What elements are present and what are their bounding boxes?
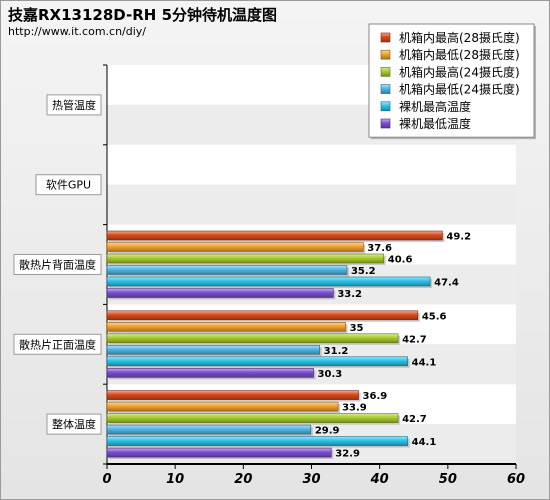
bar-value-label: 29.9 [315, 426, 340, 437]
legend-swatch [380, 32, 391, 43]
x-tick-label: 10 [166, 472, 184, 487]
category-label-box [46, 413, 102, 435]
legend: 机箱内最高(28摄氏度) 机箱内最低(28摄氏度) 机箱内最高(24摄氏度) 机箱内最… [368, 23, 536, 140]
legend-swatch [380, 49, 391, 60]
bar [106, 321, 346, 332]
bar-value-label: 44.1 [412, 357, 437, 368]
bar-value-label: 42.7 [402, 414, 427, 425]
category-label: 散热片背面温度 [19, 258, 96, 272]
bar-value-label: 49.2 [446, 232, 471, 243]
bar-value-label: 30.3 [318, 369, 343, 380]
bar-value-label: 36.9 [363, 391, 388, 402]
legend-box [368, 23, 535, 138]
bar [106, 253, 385, 264]
legend-label: 机箱内最高(24摄氏度) [399, 64, 520, 79]
bar [106, 242, 364, 252]
legend-swatch [380, 101, 391, 112]
bar-value-label: 31.2 [324, 346, 349, 357]
legend-label: 机箱内最低(28摄氏度) [399, 47, 520, 62]
bar-value-label: 35.2 [351, 266, 376, 277]
bar [106, 276, 431, 287]
category-label: 软件GPU [46, 178, 91, 192]
x-tick-label: 0 [102, 472, 111, 487]
category-label-box [13, 333, 102, 355]
category-label: 热管温度 [52, 98, 96, 112]
bar [106, 390, 359, 400]
chart-subtitle: http://www.it.com.cn/diy/ [8, 25, 146, 38]
legend-swatch [380, 118, 391, 129]
category-label-box [35, 174, 102, 196]
legend-label: 机箱内最高(28摄氏度) [399, 30, 520, 45]
band-dark [107, 184, 516, 225]
category-label: 散热片正面温度 [19, 337, 96, 351]
legend-label: 裸机最低温度 [399, 116, 471, 131]
category-label: 整体温度 [52, 417, 96, 431]
category-label-box [13, 254, 102, 275]
x-tick-label: 60 [507, 472, 525, 487]
bar [106, 436, 408, 446]
bar [106, 333, 399, 344]
bar-value-label: 44.1 [412, 437, 437, 448]
bar [106, 310, 419, 321]
bar [106, 288, 334, 298]
bar-value-label: 32.9 [335, 449, 360, 460]
bar [106, 356, 408, 367]
bar-value-label: 47.4 [434, 278, 459, 289]
chart-title: 技嘉RX13128D-RH 5分钟待机温度图 [8, 6, 277, 24]
bar-value-label: 33.9 [342, 403, 367, 414]
band-light [107, 144, 516, 185]
x-tick-label: 30 [302, 472, 320, 487]
legend-label: 裸机最高温度 [399, 99, 471, 114]
x-tick-label: 20 [234, 472, 252, 487]
bar-value-label: 37.6 [367, 243, 392, 254]
legend-label: 机箱内最低(24摄氏度) [399, 82, 520, 97]
x-tick-label: 50 [439, 472, 457, 487]
bar-value-label: 40.6 [388, 255, 413, 266]
x-tick-label: 40 [370, 472, 389, 487]
bar [106, 230, 443, 241]
bar [106, 367, 314, 378]
bar [106, 344, 320, 355]
bar [106, 413, 399, 423]
legend-swatch [380, 67, 391, 77]
legend-swatch [380, 84, 391, 94]
bar-value-label: 35 [350, 323, 364, 334]
bar [106, 401, 339, 412]
bar-value-label: 45.6 [422, 311, 447, 322]
bar [106, 447, 332, 458]
bar [106, 265, 348, 275]
category-label-box [46, 94, 102, 116]
bar-value-label: 42.7 [402, 334, 427, 345]
bar-value-label: 33.2 [337, 289, 362, 300]
bar [106, 424, 312, 435]
